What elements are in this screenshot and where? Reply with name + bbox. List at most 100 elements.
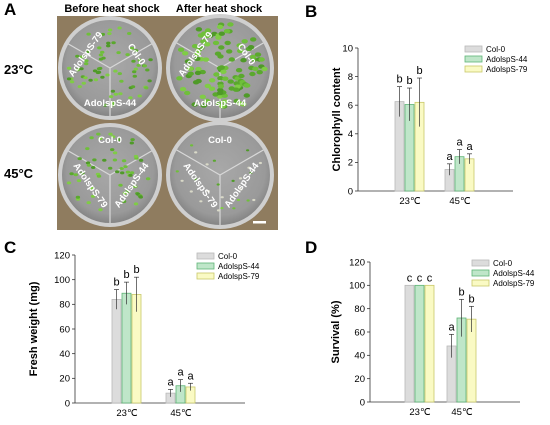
y-tick-label: 40 xyxy=(59,349,70,360)
y-axis-label: Survival (%) xyxy=(330,300,342,363)
x-tick-label: 45℃ xyxy=(451,407,473,418)
seedling xyxy=(98,57,104,61)
seedling xyxy=(194,51,201,56)
seedling xyxy=(202,57,210,62)
seedling xyxy=(132,70,137,74)
significance-letter: a xyxy=(167,376,174,388)
seedling xyxy=(130,85,136,89)
seedling xyxy=(133,185,138,189)
significance-letter: b xyxy=(468,293,474,305)
seedling xyxy=(204,83,211,89)
seedling xyxy=(208,86,216,91)
seedling xyxy=(96,132,101,136)
seedling xyxy=(85,161,91,165)
seedling xyxy=(75,197,81,201)
legend-swatch xyxy=(471,279,490,287)
seedling xyxy=(83,76,88,80)
seedling xyxy=(121,200,127,203)
seedling xyxy=(231,179,235,182)
seedling xyxy=(98,137,103,140)
y-tick-label: 2 xyxy=(348,158,353,169)
panel-letter-a: A xyxy=(4,0,16,19)
seedling xyxy=(129,141,134,145)
seedling xyxy=(249,71,256,77)
x-tick-label: 23℃ xyxy=(116,408,138,419)
seedling xyxy=(131,59,136,63)
seedling xyxy=(112,151,118,155)
y-tick-label: 80 xyxy=(354,304,365,315)
seedling xyxy=(75,54,80,58)
seedling xyxy=(107,28,113,32)
seedling xyxy=(118,92,123,96)
seedling xyxy=(133,154,139,158)
bar xyxy=(121,292,132,404)
bar xyxy=(414,284,425,403)
seedling xyxy=(128,173,133,177)
y-tick-label: 100 xyxy=(349,281,365,292)
seedling xyxy=(147,79,152,83)
seedling xyxy=(111,41,116,45)
seedling xyxy=(247,166,251,169)
significance-letter: b xyxy=(416,65,422,77)
y-tick-label: 80 xyxy=(59,300,70,311)
plate-divider xyxy=(68,43,111,69)
seedling xyxy=(176,76,183,81)
y-tick-label: 10 xyxy=(342,43,353,54)
seedling xyxy=(217,76,224,81)
seedling xyxy=(130,138,135,142)
seedling xyxy=(123,165,128,169)
seedling xyxy=(76,179,82,183)
y-axis-label: Chlorophyll content xyxy=(331,67,343,171)
legend-label: Col-0 xyxy=(218,252,238,261)
seedling xyxy=(120,171,125,175)
seedling xyxy=(125,53,130,57)
seedling xyxy=(106,44,111,48)
seedling xyxy=(218,45,225,50)
seedling xyxy=(66,181,72,185)
seedling xyxy=(117,26,122,30)
seedling xyxy=(216,24,224,30)
seedling xyxy=(138,195,143,199)
seedling xyxy=(137,94,142,98)
significance-letter: a xyxy=(187,370,194,382)
seedling xyxy=(232,207,236,210)
seedling xyxy=(107,32,112,36)
y-tick-label: 20 xyxy=(59,374,70,385)
seedling xyxy=(261,66,268,72)
seedling xyxy=(194,178,198,181)
seedling xyxy=(217,84,225,89)
seedling xyxy=(184,90,191,96)
legend-label: AdolspS-44 xyxy=(493,269,535,278)
seedling xyxy=(246,199,250,202)
seedling xyxy=(240,58,247,63)
seedling xyxy=(203,33,210,39)
seedling xyxy=(198,45,205,51)
seedling xyxy=(254,52,262,57)
seedling xyxy=(96,70,102,74)
seedling xyxy=(88,78,93,82)
seedling xyxy=(84,62,89,66)
seedling xyxy=(119,79,124,83)
seedling xyxy=(195,27,203,32)
seedling xyxy=(227,79,234,84)
seedling xyxy=(69,80,75,84)
seedling xyxy=(100,75,105,79)
plate-divider xyxy=(109,43,152,69)
seedling xyxy=(243,93,250,98)
seedling xyxy=(192,80,200,85)
seedling xyxy=(235,68,243,73)
header-before-heat-shock: Before heat shock xyxy=(64,3,160,15)
x-tick-label: 23℃ xyxy=(399,196,421,207)
seedling xyxy=(258,57,265,62)
plate-divider xyxy=(219,149,264,176)
row-label-23c: 23°C xyxy=(4,62,34,77)
plate-divider xyxy=(219,42,264,69)
seedling xyxy=(96,174,102,178)
seedling xyxy=(205,163,209,166)
seedling xyxy=(175,170,179,173)
seedling xyxy=(142,64,147,68)
y-tick-label: 60 xyxy=(354,327,365,338)
seedling xyxy=(108,132,113,136)
